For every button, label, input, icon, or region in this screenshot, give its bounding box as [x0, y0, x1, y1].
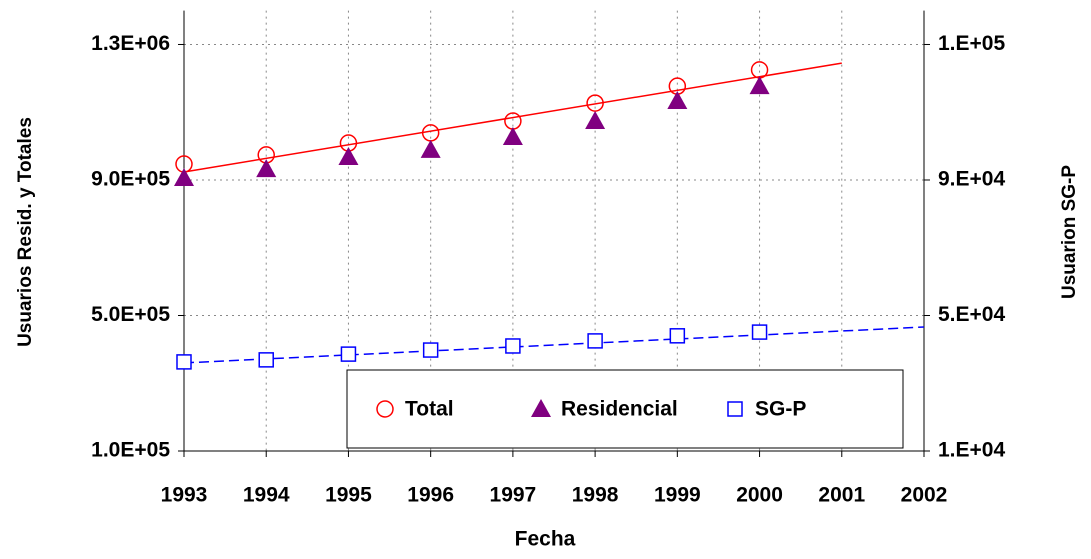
marker — [338, 146, 359, 165]
marker — [749, 76, 770, 95]
y-tick-label: 1.0E+05 — [91, 439, 170, 462]
marker — [502, 126, 523, 145]
marker — [585, 111, 606, 130]
x-tick-label: 1995 — [325, 484, 372, 507]
marker — [420, 139, 441, 158]
y-tick-label: 5.0E+05 — [91, 303, 170, 326]
y2-tick-label: 9.E+04 — [938, 168, 1005, 191]
x-tick-label: 1996 — [407, 484, 454, 507]
y2-tick-label: 1.E+05 — [938, 32, 1005, 55]
legend-label: Total — [405, 398, 454, 421]
legend-marker — [531, 399, 551, 417]
x-tick-label: 1998 — [572, 484, 619, 507]
marker — [256, 159, 277, 178]
legend-marker — [727, 401, 743, 417]
y-tick-label: 9.0E+05 — [91, 168, 170, 191]
x-tick-label: 1993 — [161, 484, 208, 507]
y2-tick-label: 1.E+04 — [938, 439, 1005, 462]
x-tick-label: 2001 — [818, 484, 865, 507]
x-tick-label: 2002 — [901, 484, 948, 507]
y-axis-label: Usuarios Resid. y Totales — [15, 117, 36, 347]
marker — [422, 342, 439, 358]
marker — [504, 112, 522, 130]
x-tick-label: 1999 — [654, 484, 701, 507]
marker — [667, 91, 688, 110]
marker — [505, 338, 521, 354]
legend-label: Residencial — [561, 398, 678, 421]
marker — [176, 354, 192, 370]
legend-label: SG-P — [755, 398, 806, 421]
trend-line — [183, 62, 842, 173]
trend-line — [183, 326, 925, 364]
marker — [669, 328, 686, 344]
marker — [340, 346, 357, 362]
x-tick-label: 2000 — [736, 484, 783, 507]
marker — [587, 333, 603, 349]
marker — [174, 167, 194, 186]
x-tick-label: 1997 — [490, 484, 537, 507]
y-tick-label: 1.3E+06 — [91, 32, 170, 55]
legend-box — [346, 369, 904, 449]
x-axis-label: Fecha — [515, 528, 576, 551]
y2-axis-label: Usuarion SG-P — [1059, 165, 1080, 299]
marker — [258, 352, 274, 368]
x-tick-label: 1994 — [243, 484, 290, 507]
marker — [750, 61, 769, 79]
marker — [751, 324, 768, 340]
y2-tick-label: 5.E+04 — [938, 303, 1005, 326]
legend-marker — [376, 400, 394, 418]
